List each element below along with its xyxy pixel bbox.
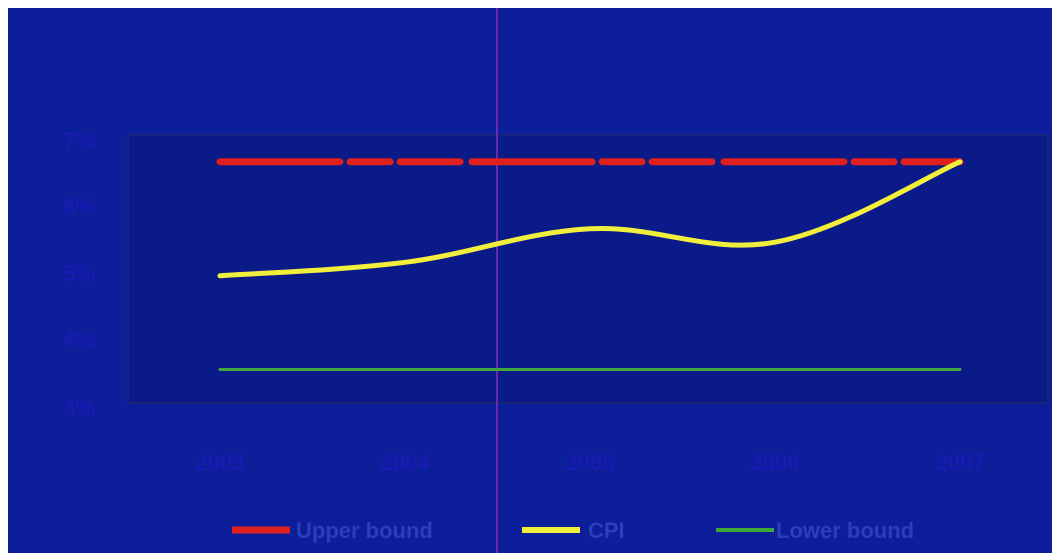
legend-item-cpi: CPI	[522, 518, 625, 543]
x-axis-ticks: 2003 2004 2005 2006 2007	[196, 450, 985, 475]
y-tick-label: 4%	[63, 328, 95, 353]
x-tick-label: 2006	[751, 450, 800, 475]
x-tick-label: 2003	[196, 450, 245, 475]
y-tick-label: 7%	[63, 128, 95, 153]
legend-label-lower-bound: Lower bound	[776, 518, 914, 543]
legend-item-upper-bound: Upper bound	[232, 518, 433, 543]
y-axis-ticks: 3% 4% 5% 6% 7%	[63, 128, 95, 420]
legend-label-cpi: CPI	[588, 518, 625, 543]
x-tick-label: 2004	[381, 450, 431, 475]
y-tick-label: 6%	[63, 194, 95, 219]
x-tick-label: 2005	[566, 450, 615, 475]
legend-label-upper-bound: Upper bound	[296, 518, 433, 543]
plot-area	[127, 134, 1049, 404]
series-layer	[216, 158, 964, 372]
legend: Upper bound CPI Lower bound	[232, 518, 914, 543]
y-tick-label: 3%	[63, 395, 95, 420]
x-tick-label: 2007	[936, 450, 985, 475]
y-tick-label: 5%	[63, 261, 95, 286]
legend-item-lower-bound: Lower bound	[716, 518, 914, 543]
